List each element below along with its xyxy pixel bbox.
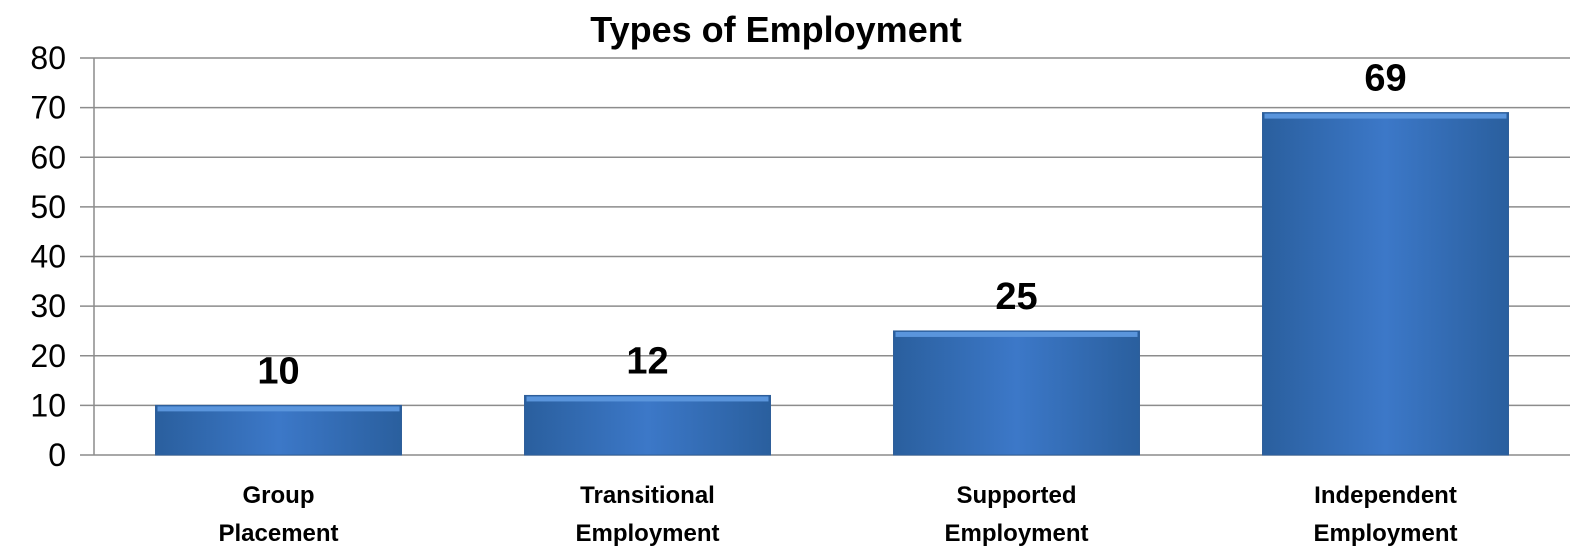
bar <box>893 330 1140 456</box>
y-tick-label: 0 <box>48 437 66 473</box>
y-tick-label: 20 <box>30 338 66 374</box>
x-tick-label: Group <box>243 482 315 509</box>
bar-top-highlight <box>1264 113 1507 119</box>
bar <box>155 404 402 456</box>
x-tick-label: Placement <box>218 520 338 547</box>
x-tick-label: Independent <box>1314 482 1457 509</box>
y-axis-ticks: 0 10 20 30 40 50 60 70 80 <box>30 40 66 473</box>
x-axis-ticks: Group Placement Transitional Employment Supp… <box>218 482 1457 547</box>
y-tick-label: 70 <box>30 90 66 126</box>
data-labels: 10 12 25 69 <box>257 58 1406 393</box>
bar-top-highlight <box>157 406 400 412</box>
data-label: 10 <box>257 350 299 392</box>
x-tick-label: Employment <box>575 520 719 547</box>
bar-top-highlight <box>526 396 769 402</box>
y-tick-label: 30 <box>30 288 66 324</box>
y-tick-label: 80 <box>30 40 66 76</box>
y-tick-label: 60 <box>30 139 66 175</box>
x-tick-label: Employment <box>1313 520 1457 547</box>
y-tick-label: 10 <box>30 387 66 423</box>
bar <box>524 394 771 456</box>
bar-top-highlight <box>895 331 1138 337</box>
data-label: 25 <box>995 276 1037 318</box>
data-label: 12 <box>626 340 668 382</box>
y-tick-label: 50 <box>30 189 66 225</box>
x-tick-label: Employment <box>944 520 1088 547</box>
chart-title: Types of Employment <box>590 9 961 50</box>
x-tick-label: Supported <box>957 482 1077 509</box>
y-tick-label: 40 <box>30 239 66 275</box>
bars <box>155 112 1509 456</box>
bar <box>1262 112 1509 456</box>
x-tick-label: Transitional <box>580 482 715 509</box>
data-label: 69 <box>1364 58 1406 100</box>
